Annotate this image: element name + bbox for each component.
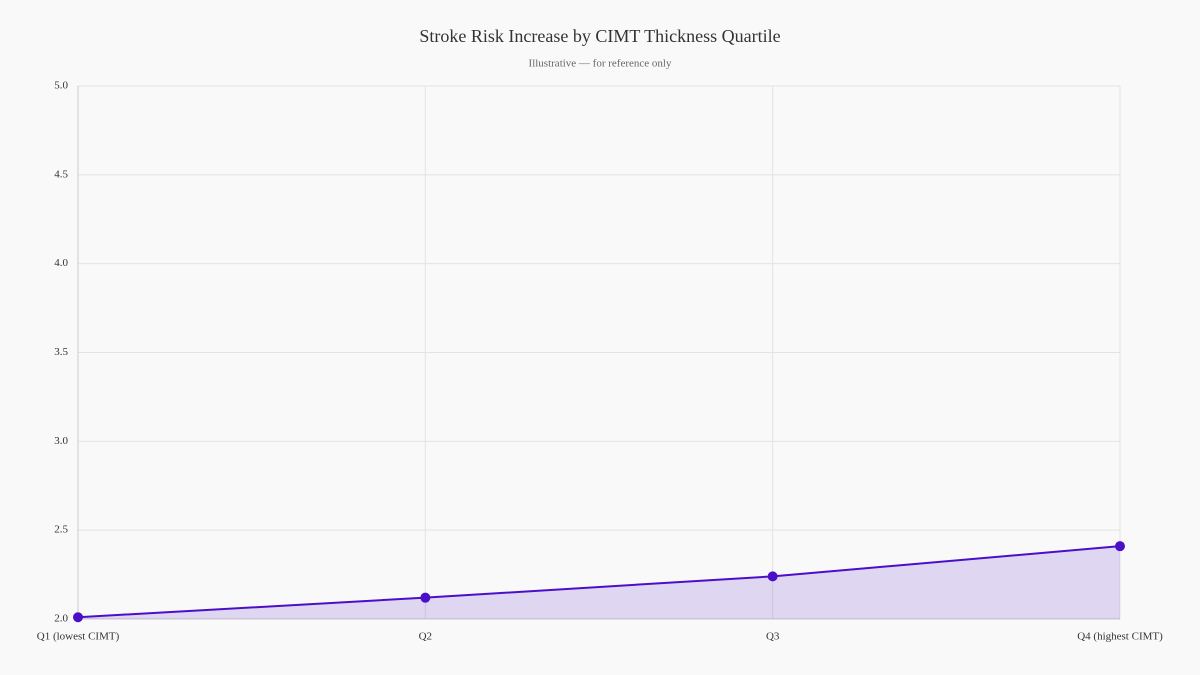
x-tick-label: Q4 (highest CIMT) (1077, 631, 1163, 643)
x-tick-label: Q3 (766, 631, 780, 643)
y-tick-label: 3.0 (54, 435, 68, 447)
area (78, 546, 1120, 619)
point (420, 592, 431, 603)
x-tick-label: Q1 (lowest CIMT) (37, 631, 120, 643)
chart-subtitle: Illustrative — for reference only (529, 58, 672, 70)
y-tick-label: 2.0 (54, 613, 68, 625)
y-tick-label: 5.0 (54, 80, 68, 92)
y-tick-label: 3.5 (54, 346, 68, 358)
y-tick-label: 4.5 (54, 168, 68, 180)
point (1115, 541, 1125, 552)
y-tick-label: 2.5 (54, 524, 68, 536)
point (767, 571, 778, 582)
y-tick-label: 4.0 (54, 257, 68, 269)
point (73, 612, 83, 623)
line (77, 545, 1121, 619)
chart-title: Stroke Risk Increase by CIMT Thickness Q… (419, 26, 780, 46)
x-tick-label: Q2 (419, 631, 432, 643)
